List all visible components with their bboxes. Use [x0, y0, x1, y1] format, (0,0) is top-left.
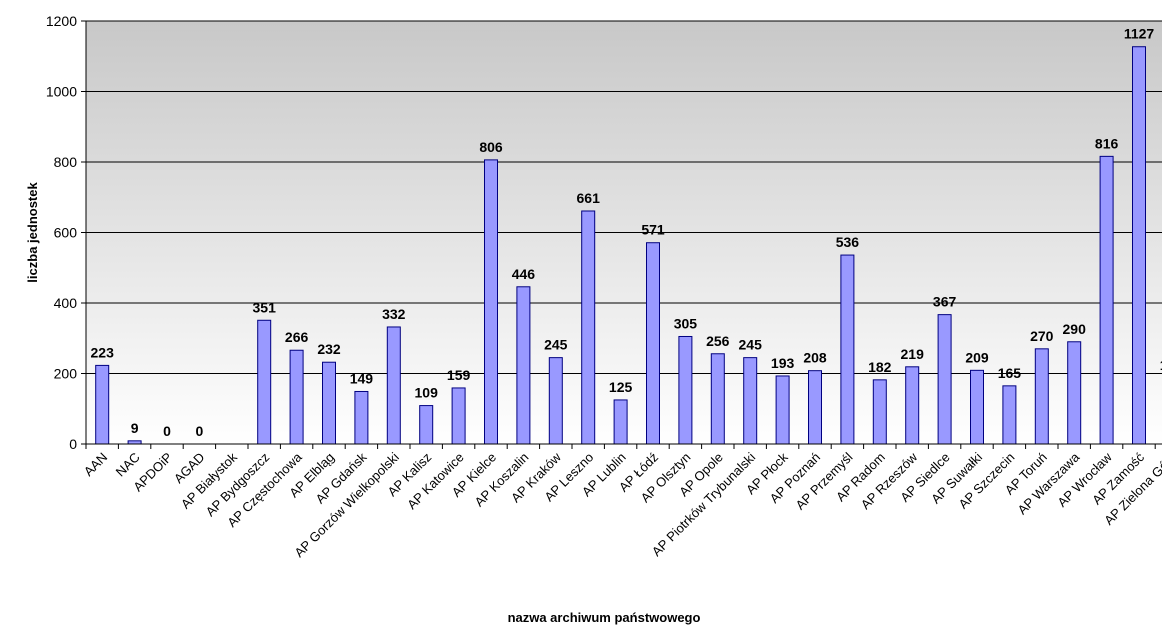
- data-label: 661: [577, 190, 601, 206]
- bar: [1132, 46, 1146, 445]
- data-label: 109: [415, 385, 439, 401]
- data-label: 182: [868, 359, 892, 375]
- data-label: 351: [253, 299, 277, 315]
- y-tick-label: 400: [54, 295, 78, 311]
- data-label: 305: [674, 315, 698, 331]
- bar: [1099, 155, 1114, 445]
- y-tick-label: 0: [69, 436, 77, 452]
- bar: [775, 375, 790, 445]
- bar: [419, 405, 434, 445]
- data-label: 256: [706, 333, 730, 349]
- data-label: 219: [901, 346, 925, 362]
- data-label: 149: [350, 370, 374, 386]
- bar: [646, 242, 660, 445]
- y-tick-label: 1200: [46, 13, 77, 29]
- bar: [322, 361, 336, 445]
- data-label: 245: [739, 337, 763, 353]
- data-label: 232: [317, 341, 341, 357]
- bar: [1067, 341, 1082, 445]
- bar: [937, 314, 952, 445]
- data-label: 125: [609, 379, 633, 395]
- data-label: 0: [196, 423, 204, 439]
- bar: [743, 357, 758, 445]
- data-label: 159: [447, 367, 471, 383]
- y-axis-label: liczba jednostek: [25, 182, 40, 283]
- data-label: 187: [1160, 357, 1162, 373]
- bar: [1034, 348, 1049, 445]
- bar: [872, 379, 887, 445]
- data-label: 1127: [1124, 26, 1155, 42]
- bar: [678, 335, 693, 445]
- bar: [548, 357, 563, 445]
- data-label: 332: [382, 306, 406, 322]
- bar: [257, 319, 272, 445]
- data-label: 290: [1063, 321, 1087, 337]
- data-label: 536: [836, 234, 860, 250]
- y-tick-label: 1000: [46, 84, 77, 100]
- bar: [808, 370, 822, 445]
- data-label: 208: [803, 350, 827, 366]
- data-label: 9: [131, 420, 139, 436]
- bar: [451, 387, 466, 445]
- bar: [710, 353, 725, 445]
- data-label: 367: [933, 294, 957, 310]
- data-label: 816: [1095, 135, 1119, 151]
- y-tick-label: 800: [54, 154, 78, 170]
- data-label: 446: [512, 266, 536, 282]
- bar: [484, 159, 498, 445]
- bar: [95, 364, 110, 445]
- data-label: 270: [1030, 328, 1054, 344]
- bar: [905, 366, 920, 445]
- data-label: 209: [965, 349, 989, 365]
- bar: [289, 349, 304, 445]
- data-label: 193: [771, 355, 795, 371]
- data-label: 0: [163, 423, 171, 439]
- data-label: 806: [479, 139, 503, 155]
- bar: [613, 399, 628, 445]
- data-label: 245: [544, 337, 568, 353]
- bar: [840, 254, 855, 445]
- bar: [581, 210, 596, 445]
- data-label: 165: [998, 365, 1022, 381]
- y-tick-label: 600: [54, 225, 78, 241]
- data-label: 571: [641, 222, 665, 238]
- bar: [970, 369, 984, 445]
- x-tick-label: AAN: [81, 450, 111, 480]
- bar: [516, 286, 531, 445]
- data-label: 223: [91, 344, 115, 360]
- data-label: 266: [285, 329, 309, 345]
- x-axis-label: nazwa archiwum państwowego: [508, 610, 701, 625]
- bar: [1002, 385, 1017, 445]
- bar: [386, 326, 401, 445]
- bar: [354, 390, 369, 445]
- y-tick-label: 200: [54, 366, 78, 382]
